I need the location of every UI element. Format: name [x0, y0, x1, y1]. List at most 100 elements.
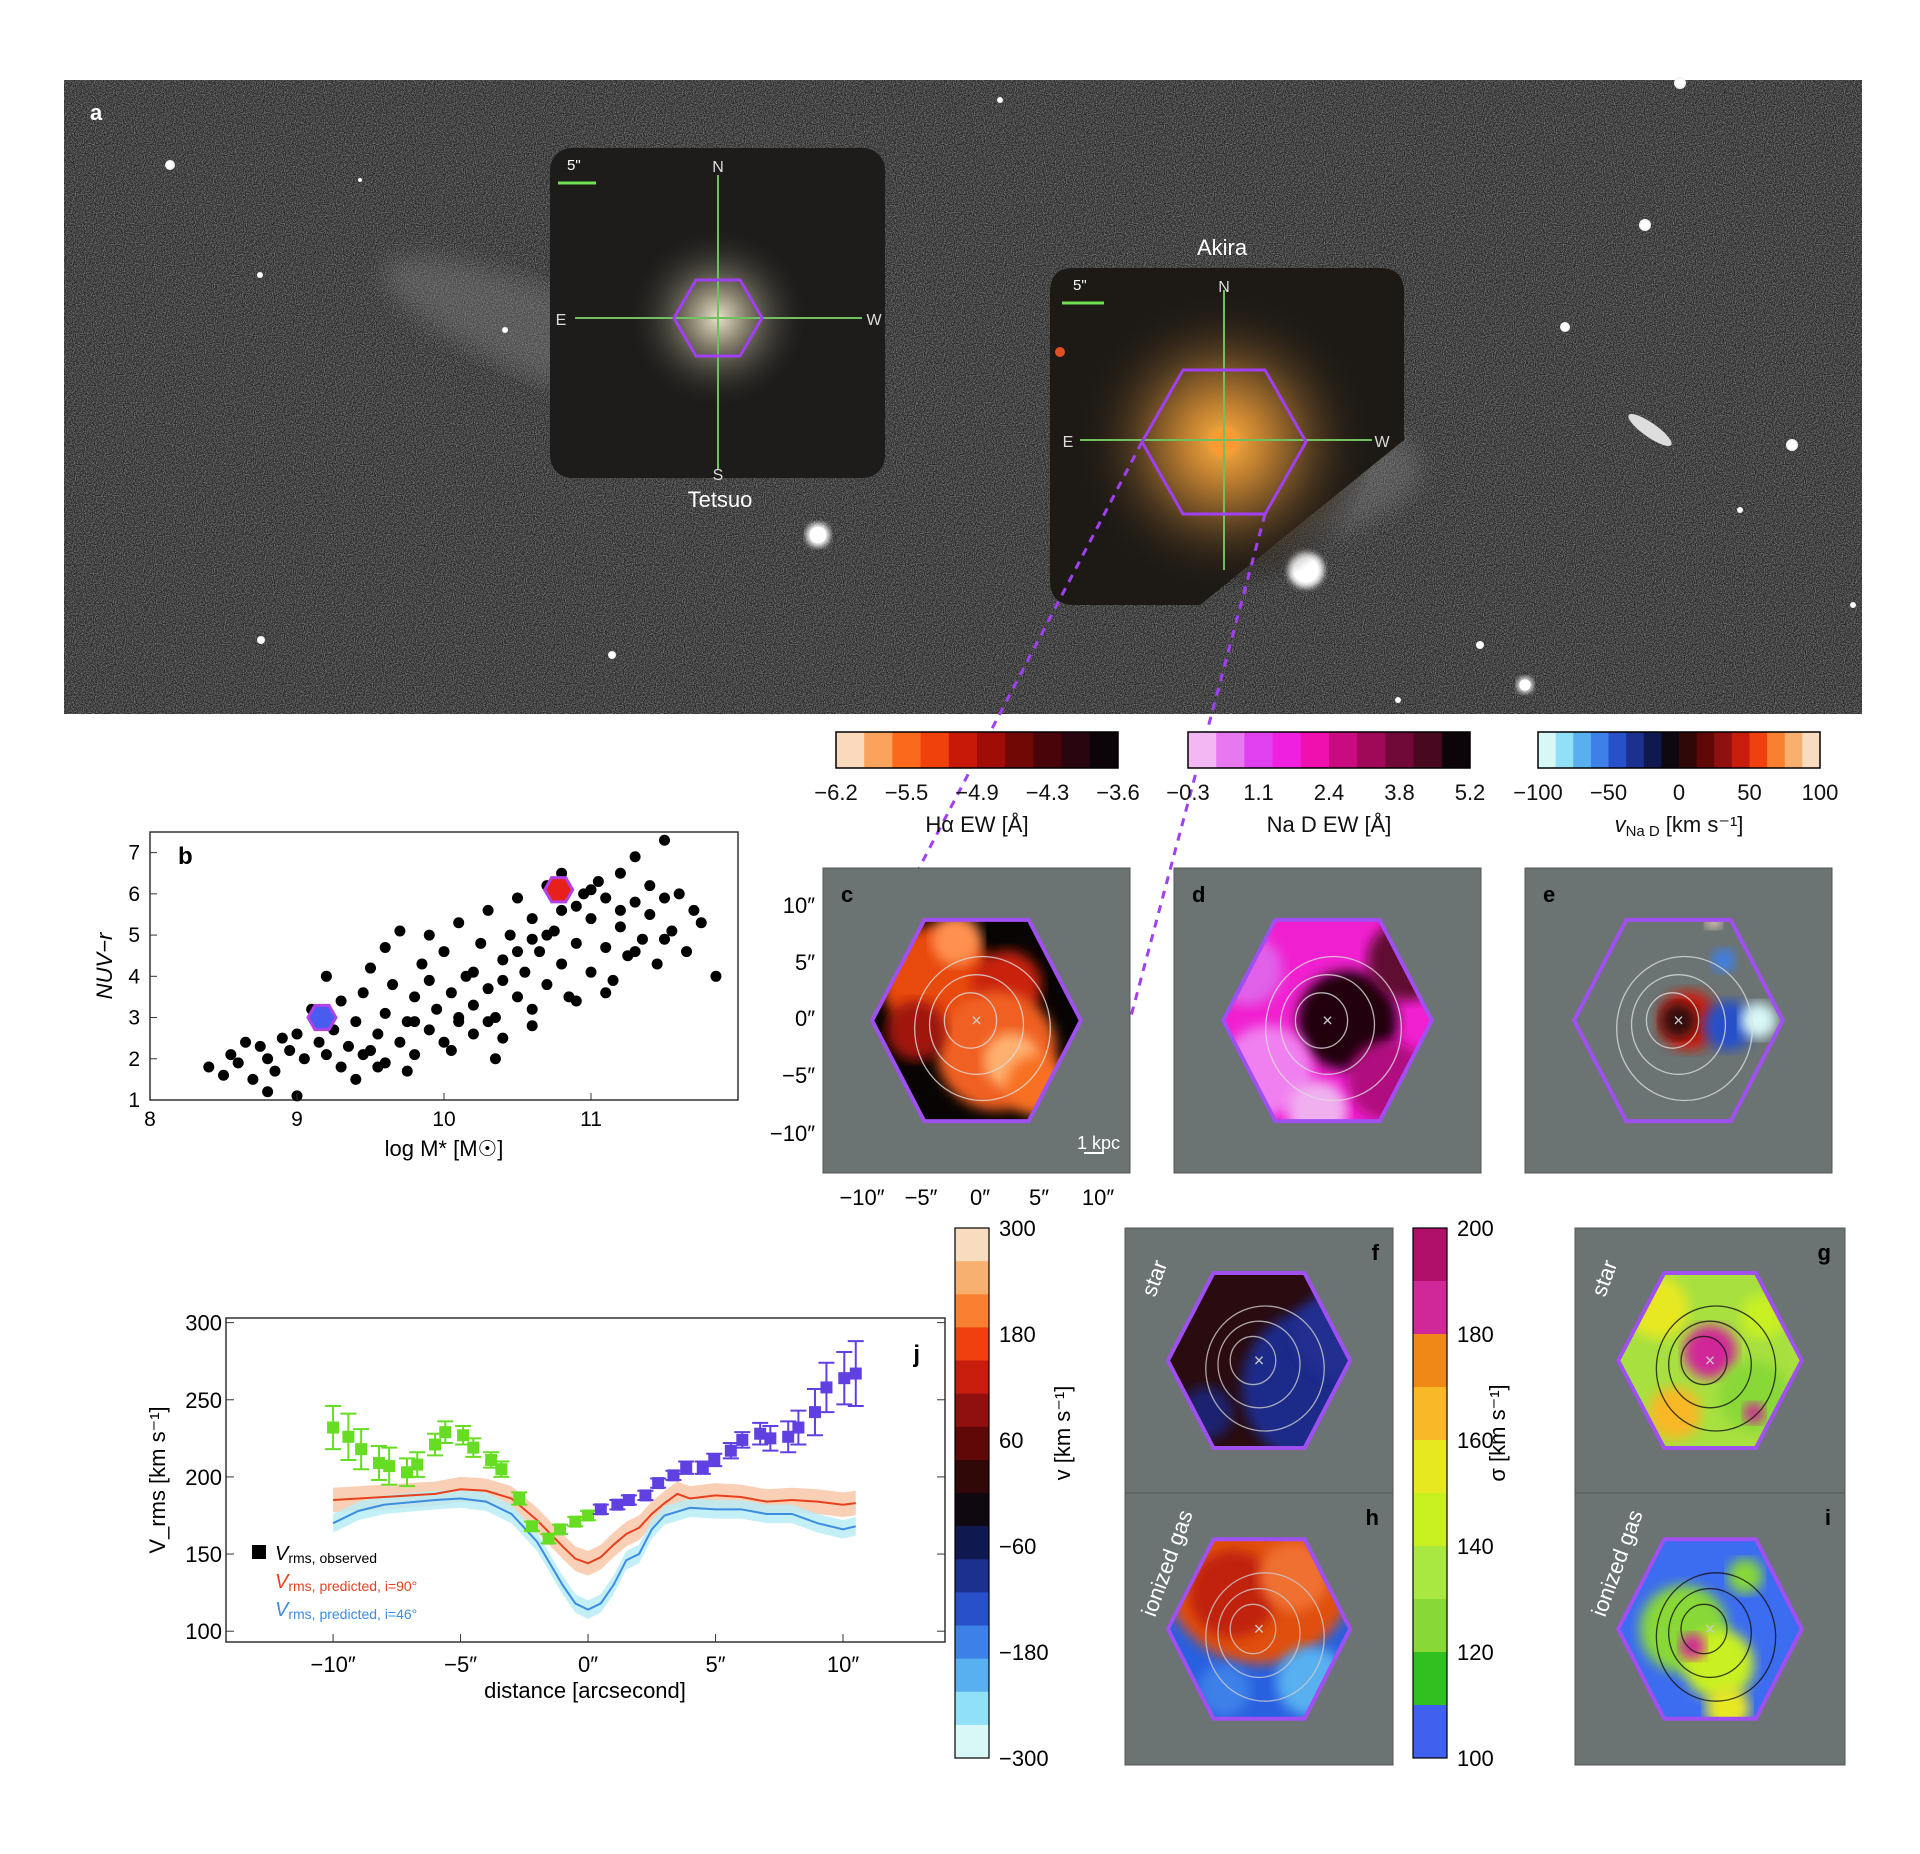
colorbar-cell	[955, 1625, 989, 1660]
contour	[1294, 992, 1349, 1049]
data-point	[611, 1498, 624, 1511]
data-point	[357, 987, 369, 999]
data-point	[453, 917, 465, 929]
data-point	[526, 913, 538, 925]
akira-name: Akira	[1197, 235, 1248, 260]
x-tick-label: 9	[291, 1108, 303, 1131]
data-point	[284, 1045, 296, 1057]
data-point	[652, 1477, 665, 1490]
colorbar-title: σ [km s⁻¹]	[1485, 1384, 1510, 1481]
colorbar-cell	[1714, 732, 1733, 768]
colorbar-tick-label: 180	[1457, 1322, 1494, 1347]
data-point	[482, 1016, 494, 1028]
map-blob	[1259, 1541, 1329, 1612]
data-point	[482, 983, 494, 995]
data-point	[320, 1049, 332, 1061]
center-marker: ×	[971, 1011, 982, 1031]
y-tick-label: 7	[128, 842, 140, 865]
y-tick-label: 1	[128, 1089, 140, 1112]
colorbar-tick-label: −180	[999, 1640, 1049, 1665]
data-point	[247, 1073, 259, 1085]
colorbar-tick-label: −50	[1590, 780, 1627, 805]
colorbar-cell	[1005, 732, 1034, 768]
data-point	[594, 1503, 607, 1516]
predicted_i90-line	[333, 1488, 856, 1565]
panel-a-sky-image: a 5" N S E W Tetsuo 5" N	[64, 77, 1862, 714]
legend-main: V	[275, 1571, 290, 1593]
colorbar-cell	[1413, 1599, 1447, 1653]
star-core	[257, 272, 263, 278]
contour	[1265, 955, 1402, 1102]
contour	[1645, 992, 1700, 1049]
colorbar-tick-label: 60	[999, 1428, 1023, 1453]
colorbar-cell	[955, 1360, 989, 1395]
data-point	[423, 974, 435, 986]
y-axis-label: V_rms [km s⁻¹]	[145, 1406, 170, 1553]
map-blob	[1740, 1002, 1777, 1039]
data-point	[736, 1433, 749, 1446]
data-point	[357, 1049, 369, 1061]
data-point	[570, 995, 582, 1007]
colorbar-tick-label: 120	[1457, 1640, 1494, 1665]
center-marker: ×	[1705, 1351, 1716, 1371]
colorbar-cell	[1555, 732, 1574, 768]
connector-line	[903, 441, 1144, 896]
data-point	[342, 1040, 354, 1052]
data-point	[556, 958, 568, 970]
data-point	[659, 933, 670, 945]
x-tick-label: 5″	[706, 1652, 726, 1677]
data-point	[629, 946, 641, 958]
colorbar-frame	[1537, 731, 1821, 769]
highlight-tetsuo	[306, 1003, 338, 1032]
compass-w: W	[866, 312, 882, 329]
x-tick-label: −5″	[444, 1652, 477, 1677]
tetsuo-name: Tetsuo	[688, 487, 753, 512]
data-point	[808, 1406, 821, 1419]
title-unit: [km s⁻¹]	[1666, 812, 1744, 837]
plot-frame	[149, 831, 739, 1101]
contour	[928, 974, 1025, 1075]
contour	[1205, 1572, 1325, 1702]
colorbar-cell	[1413, 1387, 1447, 1441]
colorbar-cell	[1608, 732, 1627, 768]
panel-label: j	[912, 1341, 920, 1368]
data-point	[659, 892, 670, 904]
map-blob	[1189, 1550, 1277, 1638]
map-blob	[1743, 1402, 1765, 1424]
colorbar-cell	[1033, 732, 1063, 768]
colorbar-title: Na D EW [Å]	[1267, 812, 1392, 837]
data-point	[497, 1032, 509, 1044]
y-tick-label: 2	[128, 1048, 140, 1071]
akira-inset: 5" N E W Akira	[1050, 235, 1404, 605]
data-point	[350, 1016, 362, 1028]
x-tick-label: 5″	[1029, 1185, 1049, 1210]
map-blob	[1711, 948, 1736, 973]
colorbar-cell	[1573, 732, 1592, 768]
data-point	[379, 941, 391, 953]
data-point	[203, 1061, 215, 1073]
title-sub: Na D	[1626, 823, 1660, 840]
contour	[1655, 1572, 1777, 1702]
ifu-hexagon	[1140, 368, 1308, 516]
colorbar-cell	[1679, 732, 1698, 768]
colorbar-frame	[954, 1227, 990, 1759]
panel-label: d	[1192, 882, 1205, 907]
data-point	[342, 1430, 355, 1443]
x-axis-label: log M* [M☉]	[385, 1136, 504, 1161]
data-point	[512, 892, 523, 904]
data-point	[754, 1427, 767, 1440]
data-point	[350, 1073, 362, 1085]
contour	[1680, 1603, 1728, 1655]
data-point	[569, 1515, 582, 1528]
colorbar-cell	[1802, 732, 1821, 768]
colorbar-cell	[1538, 732, 1557, 768]
panel-label: g	[1818, 1240, 1831, 1265]
galaxy	[1628, 414, 1672, 446]
colorbar-cell	[955, 1559, 989, 1593]
star-core	[1737, 507, 1743, 513]
data-point	[708, 1453, 721, 1466]
data-point	[409, 1049, 421, 1061]
data-point	[792, 1421, 805, 1434]
data-point	[659, 834, 670, 846]
